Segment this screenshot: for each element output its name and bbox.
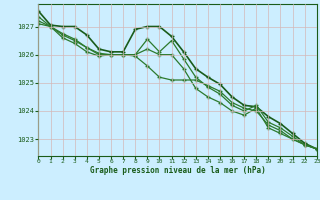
X-axis label: Graphe pression niveau de la mer (hPa): Graphe pression niveau de la mer (hPa) [90,166,266,175]
